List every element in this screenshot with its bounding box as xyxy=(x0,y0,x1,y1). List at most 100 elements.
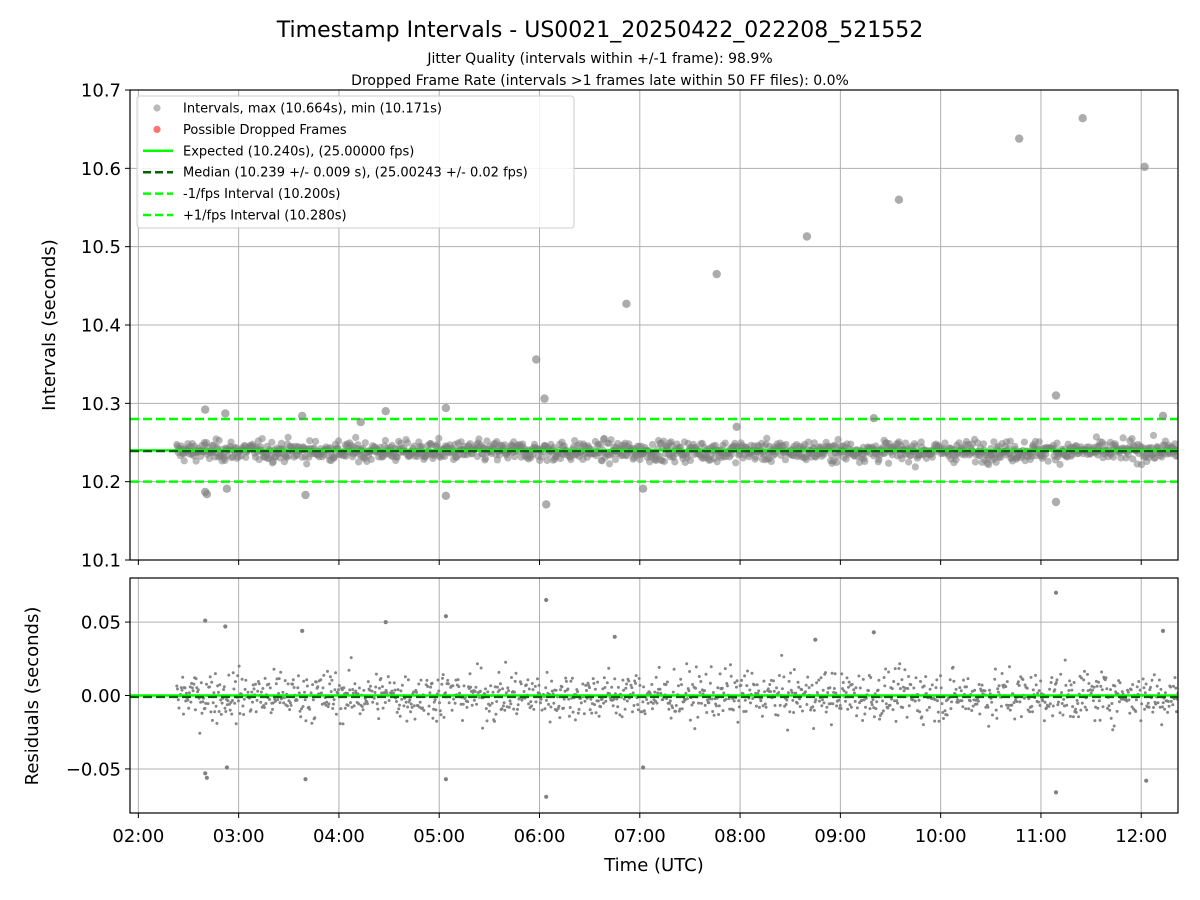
interval-point xyxy=(679,677,683,681)
interval-point xyxy=(671,690,675,694)
interval-point xyxy=(493,685,497,689)
interval-point xyxy=(629,683,633,687)
interval-point xyxy=(769,690,772,694)
interval-point xyxy=(530,704,534,708)
interval-point xyxy=(434,708,438,712)
interval-point xyxy=(757,689,761,693)
interval-point xyxy=(438,709,442,713)
interval-point xyxy=(658,687,662,691)
interval-point xyxy=(837,698,841,702)
interval-point xyxy=(988,688,991,692)
interval-point xyxy=(711,691,715,694)
interval-point xyxy=(763,702,767,706)
interval-point xyxy=(451,684,455,688)
interval-point xyxy=(291,682,295,686)
interval-point xyxy=(366,702,369,706)
interval-point xyxy=(233,680,237,684)
interval-point xyxy=(956,698,960,702)
interval-point xyxy=(311,683,315,687)
interval-point xyxy=(732,699,736,703)
interval-point xyxy=(1000,672,1004,675)
y-tick-label: 10.6 xyxy=(81,159,121,180)
interval-point xyxy=(297,674,300,678)
interval-point xyxy=(677,684,680,688)
interval-point xyxy=(498,682,502,686)
interval-point xyxy=(407,700,411,704)
interval-point xyxy=(894,719,898,723)
interval-point xyxy=(714,704,718,708)
interval-point xyxy=(1166,710,1170,714)
outlier-point xyxy=(204,775,209,780)
interval-point xyxy=(913,699,917,703)
interval-point xyxy=(386,675,390,679)
interval-point xyxy=(646,701,650,705)
interval-point xyxy=(766,687,770,691)
interval-point xyxy=(867,689,870,693)
interval-point xyxy=(685,662,689,666)
residuals-outlier-points xyxy=(203,590,1166,799)
interval-point xyxy=(751,697,755,700)
interval-point xyxy=(849,705,853,709)
interval-point xyxy=(325,700,329,704)
interval-point xyxy=(785,698,789,702)
interval-point xyxy=(817,678,821,682)
outlier-point xyxy=(544,794,549,799)
interval-point xyxy=(912,442,920,450)
interval-point xyxy=(274,682,278,686)
interval-point xyxy=(979,440,988,448)
interval-point xyxy=(200,711,204,715)
interval-point xyxy=(433,698,437,702)
interval-point xyxy=(700,701,703,705)
interval-point xyxy=(381,706,385,710)
interval-point xyxy=(724,697,728,701)
interval-point xyxy=(633,679,637,683)
interval-point xyxy=(560,685,564,689)
interval-point xyxy=(680,683,683,687)
interval-point xyxy=(1054,681,1058,685)
interval-point xyxy=(1093,719,1097,723)
interval-point xyxy=(611,704,615,708)
interval-point xyxy=(1155,684,1159,688)
interval-point xyxy=(845,676,849,680)
interval-point xyxy=(604,699,608,703)
y-tick-label: 10.5 xyxy=(81,237,121,258)
interval-point xyxy=(495,685,499,689)
interval-point xyxy=(653,690,657,694)
interval-point xyxy=(651,707,654,711)
interval-point xyxy=(939,674,942,678)
interval-point xyxy=(519,682,523,686)
interval-point xyxy=(431,716,435,720)
outlier-point xyxy=(356,417,365,427)
interval-point xyxy=(775,686,778,690)
interval-point xyxy=(642,685,646,689)
interval-point xyxy=(1169,685,1173,689)
interval-point xyxy=(331,707,335,710)
interval-point xyxy=(1074,707,1078,711)
interval-point xyxy=(996,687,1000,691)
interval-point xyxy=(688,670,692,673)
outlier-point xyxy=(1140,162,1149,171)
interval-point xyxy=(949,707,953,711)
interval-point xyxy=(591,677,595,681)
x-tick-label: 03:00 xyxy=(213,826,265,847)
interval-point xyxy=(459,702,463,706)
interval-point xyxy=(387,699,391,702)
interval-point xyxy=(632,704,636,707)
interval-point xyxy=(1042,719,1046,723)
interval-point xyxy=(844,691,848,695)
interval-point xyxy=(872,715,876,719)
interval-point xyxy=(400,697,404,701)
interval-point xyxy=(198,731,202,735)
interval-point xyxy=(782,675,786,679)
interval-point xyxy=(883,684,887,688)
interval-point xyxy=(375,702,379,706)
outlier-point xyxy=(712,269,721,279)
interval-point xyxy=(1045,706,1049,710)
interval-point xyxy=(237,664,241,668)
interval-point xyxy=(754,704,758,708)
interval-point xyxy=(959,689,963,693)
interval-point xyxy=(305,678,309,682)
interval-point xyxy=(569,679,573,683)
y-tick-label: −0.05 xyxy=(66,759,121,780)
interval-point xyxy=(330,678,334,682)
